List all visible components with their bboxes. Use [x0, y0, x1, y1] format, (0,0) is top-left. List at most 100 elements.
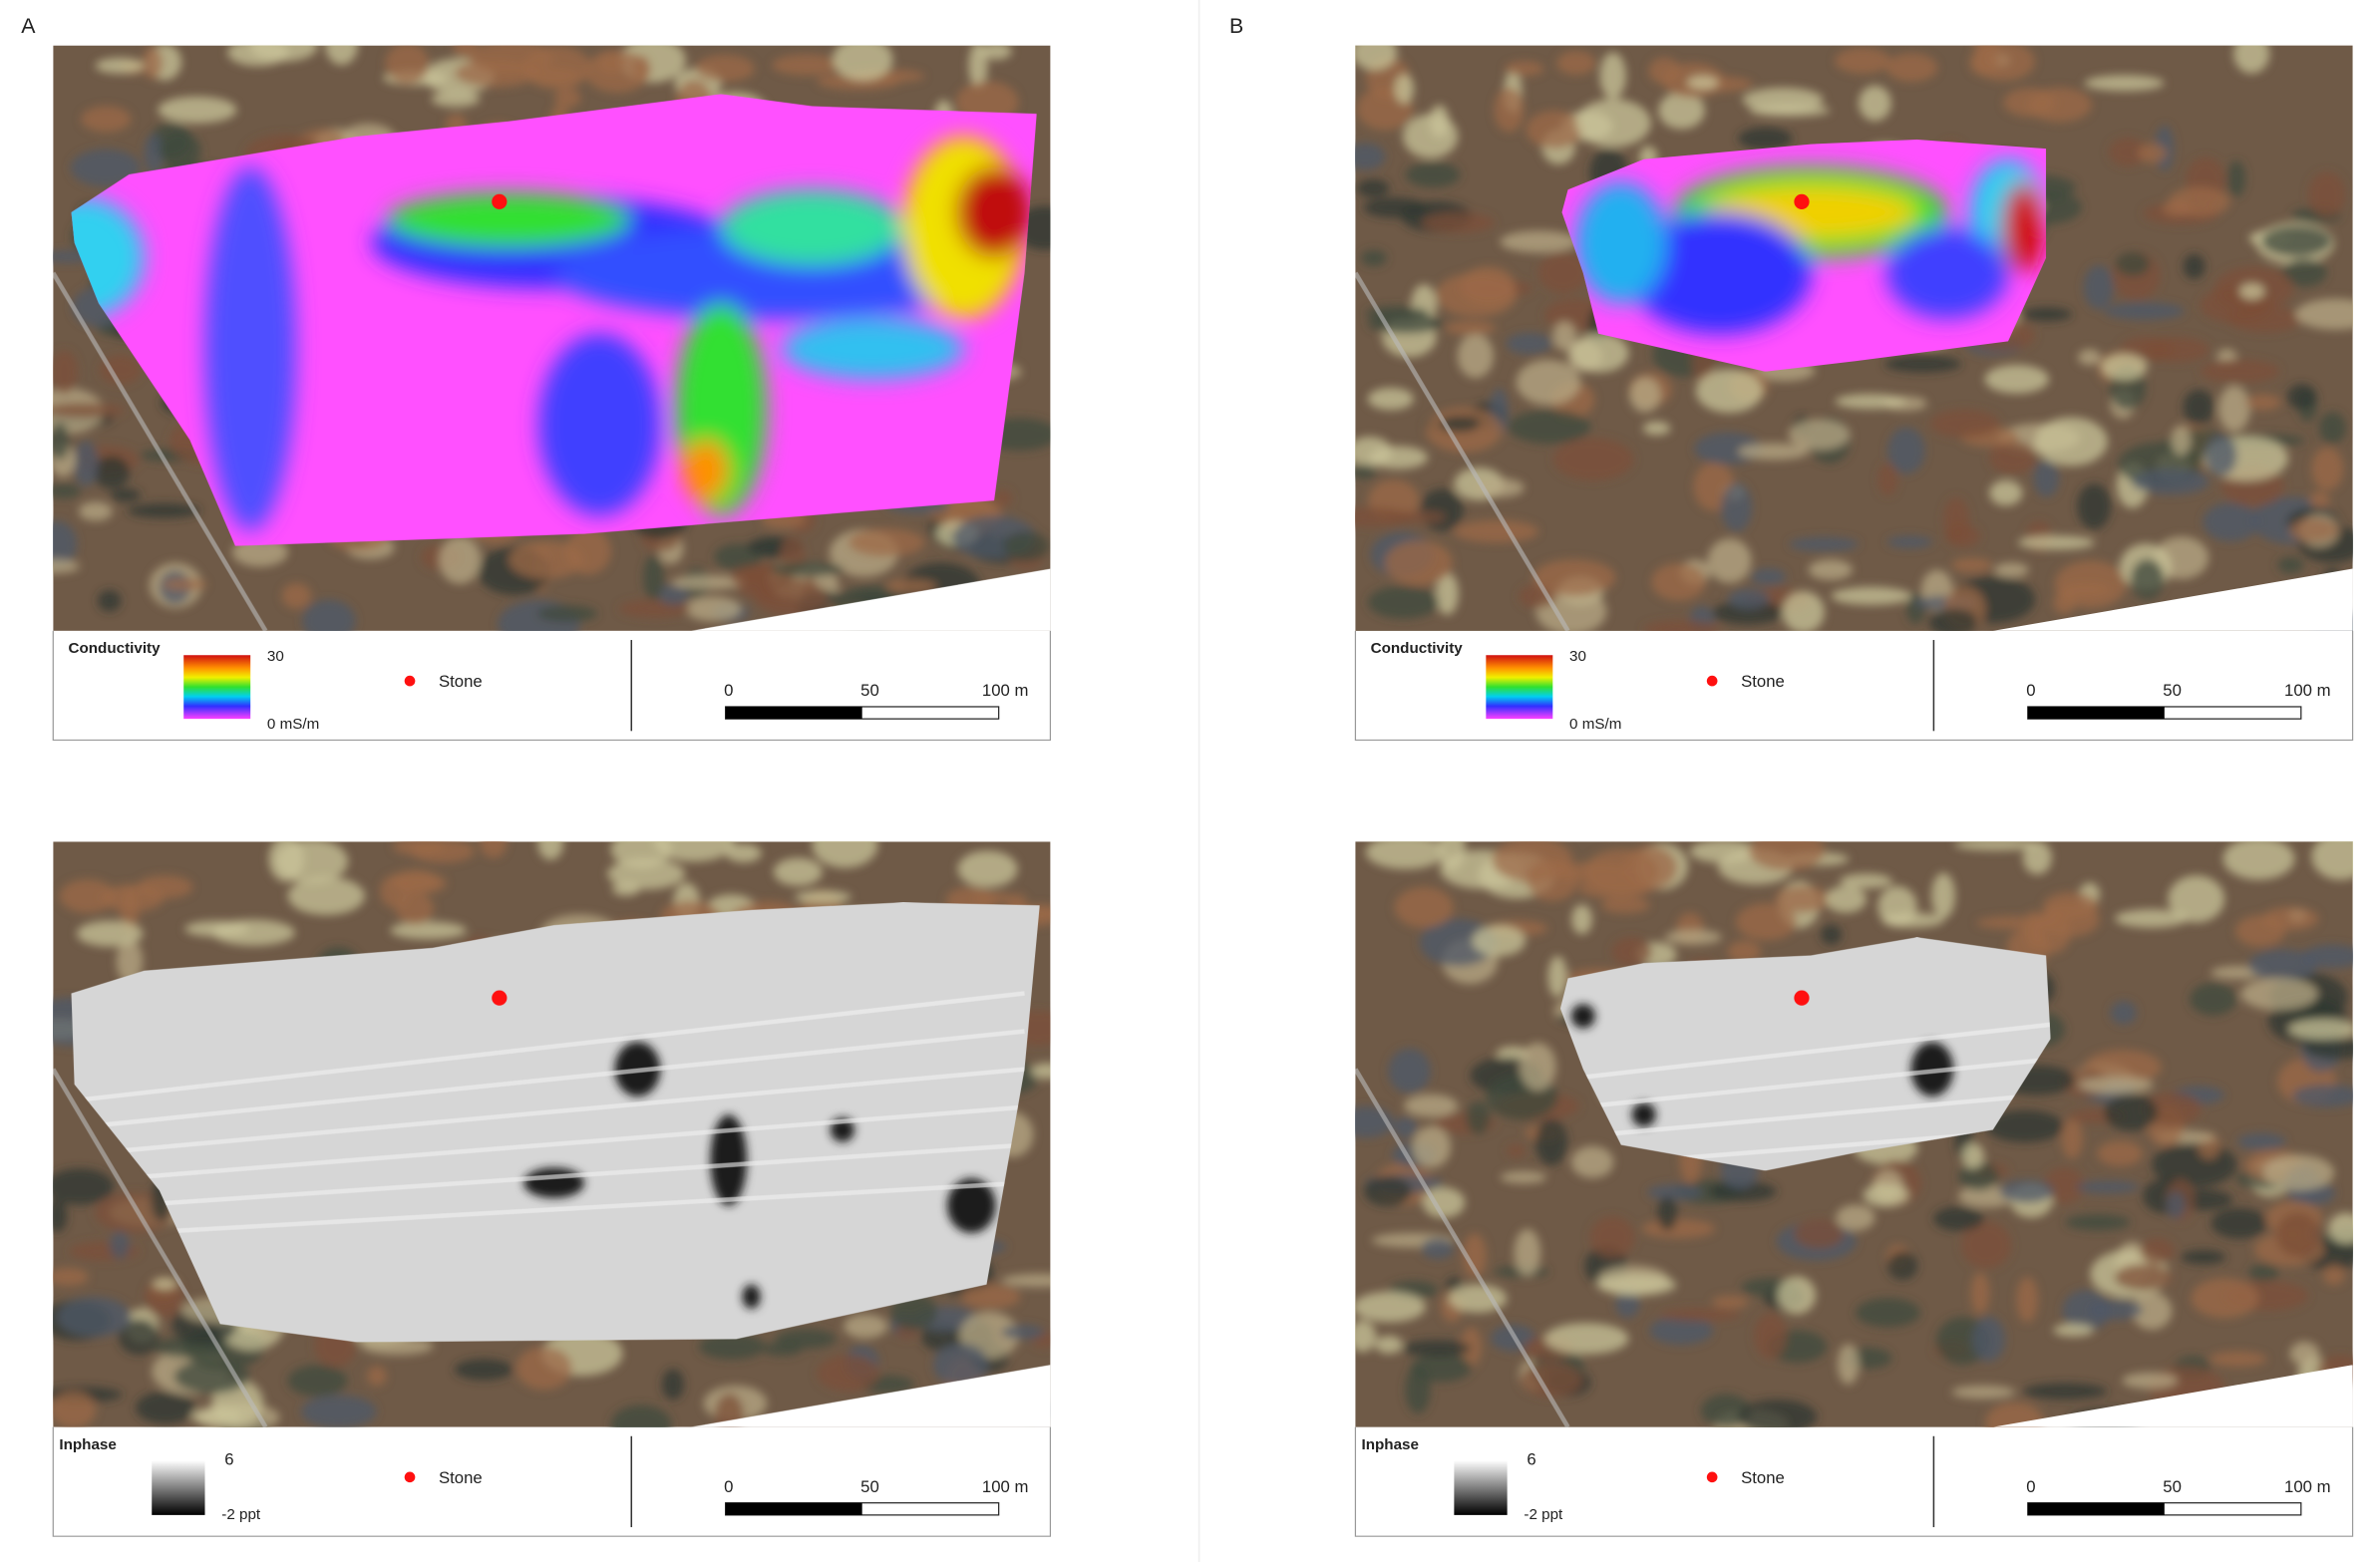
aerial-patch — [657, 584, 690, 606]
aerial-patch — [1712, 600, 1784, 625]
scale-label: 50 — [2163, 1477, 2182, 1496]
aerial-patch — [812, 841, 878, 868]
aerial-patch — [1030, 1063, 1051, 1080]
aerial-patch — [1727, 940, 1762, 963]
aerial-patch — [1556, 51, 1596, 76]
aerial-patch — [2289, 1341, 2320, 1367]
aerial-patch — [53, 1168, 115, 1205]
aerial-patch — [1728, 588, 1770, 610]
aerial-patch — [1622, 845, 1678, 890]
aerial-patch — [1589, 1216, 1636, 1259]
aerial-patch — [454, 59, 538, 88]
aerial-patch — [1825, 885, 1867, 913]
legend: Inphase 6 -2 ppt Stone 0 50 100 m — [1354, 1426, 2354, 1537]
aerial-patch — [991, 489, 1013, 507]
aerial-patch — [1355, 506, 1412, 528]
aerial-patch — [302, 599, 356, 631]
aerial-patch — [515, 1346, 572, 1391]
linear-feature — [1559, 1029, 2051, 1129]
aerial-patch — [1547, 955, 1567, 998]
aerial-patch — [1695, 369, 1764, 414]
aerial-patch — [1649, 1316, 1713, 1346]
aerial-patch — [671, 574, 746, 590]
aerial-patch — [325, 45, 358, 66]
aerial-patch — [287, 876, 365, 915]
aerial-patch — [2131, 1292, 2173, 1330]
aerial-patch — [1930, 409, 2000, 438]
aerial-patch — [2181, 1250, 2226, 1265]
aerial-patch — [2190, 982, 2237, 1016]
track — [53, 271, 268, 631]
anomaly — [71, 196, 145, 319]
aerial-patch — [1961, 1142, 1984, 1169]
anomaly — [538, 333, 661, 516]
aerial-patch — [1969, 49, 1999, 77]
aerial-patch — [1368, 446, 1429, 469]
aerial-patch — [2171, 425, 2192, 457]
aerial-patch — [2309, 491, 2330, 509]
scale-label: 100 m — [2284, 681, 2331, 700]
aerial-patch — [848, 528, 925, 557]
aerial-patch — [1364, 1175, 1413, 1207]
aerial-patch — [1420, 488, 1464, 531]
aerial-patch — [2295, 298, 2353, 330]
aerial-patch — [1600, 896, 1650, 914]
legend-frame — [52, 630, 1052, 742]
stone-marker — [492, 990, 508, 1006]
aerial-patch — [772, 54, 842, 76]
aerial-patch — [2222, 841, 2295, 880]
legend: Conductivity 30 0 mS/m Stone 0 50 100 m — [1354, 630, 2354, 742]
aerial-patch — [1570, 1145, 1614, 1178]
track — [1355, 271, 1570, 631]
aerial-patch — [1835, 394, 1906, 410]
aerial-patch — [1953, 841, 2038, 851]
aerial-patch — [1877, 463, 1898, 496]
aerial-patch — [1500, 1171, 1547, 1184]
aerial-patch — [2210, 1207, 2268, 1239]
scale-label: 100 m — [982, 1477, 1029, 1496]
aerial-patch — [1535, 1118, 1567, 1166]
legend-max: 6 — [1527, 1450, 1535, 1469]
aerial-patch — [2122, 1372, 2179, 1390]
aerial-patch — [1687, 75, 1719, 90]
aerial-patch — [1794, 1219, 1845, 1249]
aerial-patch — [1596, 1274, 1677, 1296]
scale-label: 100 m — [982, 681, 1029, 700]
aerial-patch — [2245, 394, 2281, 411]
linear-feature — [1559, 1104, 2051, 1171]
aerial-patch — [2328, 1212, 2353, 1244]
aerial-patch — [1461, 1327, 1482, 1367]
aerial-patch — [1422, 1187, 1466, 1218]
aerial-patch — [1575, 99, 1651, 148]
aerial-patch — [1945, 524, 1981, 548]
aerial-patch — [684, 596, 742, 622]
anomaly — [553, 227, 1010, 319]
aerial-patch — [1753, 1312, 1788, 1360]
aerial-patch — [136, 1391, 195, 1424]
aerial-patch — [1886, 535, 1933, 549]
anomaly — [1886, 227, 2009, 319]
aerial-patch — [1543, 1323, 1629, 1355]
aerial-patch — [610, 1405, 672, 1427]
aerial-patch — [1508, 410, 1591, 445]
aerial-patch — [968, 45, 988, 89]
aerial-patch — [2139, 1238, 2175, 1265]
aerial-patch — [2277, 556, 2304, 574]
aerial-patch — [1411, 1353, 1472, 1383]
stone-marker — [492, 193, 508, 209]
aerial-patch — [2038, 902, 2100, 938]
aerial-patch — [2260, 225, 2332, 257]
aerial-patch — [2311, 447, 2344, 490]
aerial-patch — [844, 1314, 888, 1339]
anomaly — [1628, 211, 1812, 334]
track — [53, 1068, 268, 1427]
aerial-patch — [536, 605, 598, 623]
aerial-patch — [93, 456, 131, 489]
map-panel: Inphase 6 -2 ppt Stone 0 50 100 m — [52, 841, 1052, 1537]
aerial-patch — [1750, 568, 1787, 586]
aerial-patch — [1387, 510, 1447, 524]
aerial-patch — [2088, 1299, 2144, 1321]
aerial-patch — [632, 55, 651, 83]
aerial-patch — [301, 1395, 377, 1427]
